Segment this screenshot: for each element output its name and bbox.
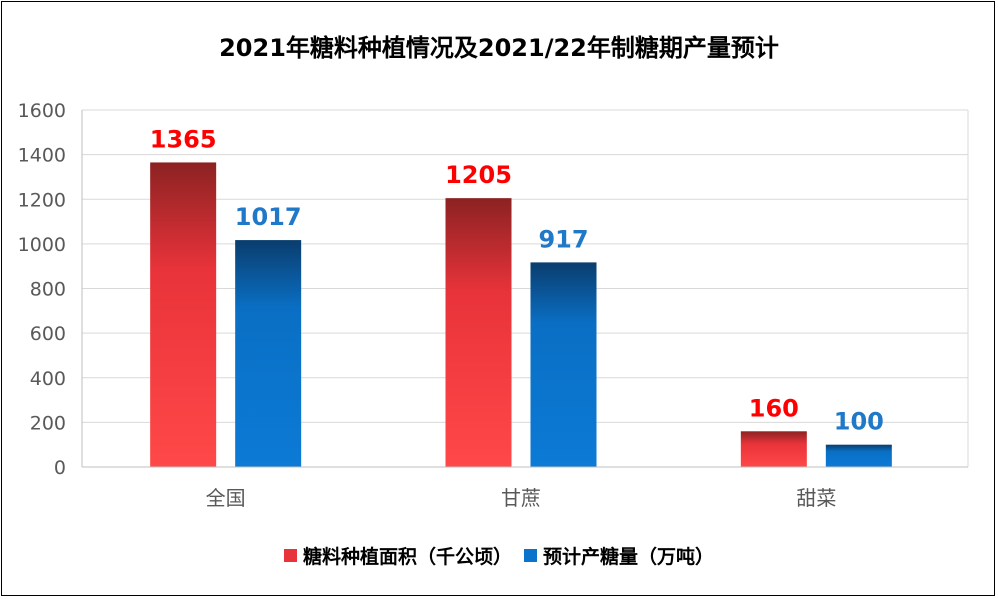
bar-sugar bbox=[825, 444, 892, 467]
bar-area bbox=[740, 431, 807, 467]
bar-sugar bbox=[530, 262, 597, 467]
y-tick-label: 0 bbox=[54, 457, 66, 479]
x-tick-label: 全国 bbox=[206, 486, 246, 510]
data-label-area: 1205 bbox=[445, 161, 512, 189]
legend-item-area: 糖料种植面积（千公顷） bbox=[283, 542, 512, 569]
y-tick-label: 800 bbox=[30, 279, 66, 301]
y-tick-label: 1000 bbox=[18, 234, 66, 256]
bar-area bbox=[150, 162, 217, 467]
data-label-area: 160 bbox=[749, 394, 799, 422]
legend-swatch-area bbox=[283, 549, 297, 562]
y-tick-label: 1600 bbox=[18, 100, 66, 122]
chart-title: 2021年糖料种植情况及2021/22年制糖期产量预计 bbox=[219, 34, 779, 62]
x-tick-label: 甘蔗 bbox=[501, 486, 541, 510]
legend: 糖料种植面积（千公顷） 预计产糖量（万吨） bbox=[0, 542, 998, 569]
x-tick-label: 甜菜 bbox=[796, 486, 836, 510]
bar-area bbox=[445, 198, 512, 467]
y-tick-label: 1400 bbox=[18, 145, 66, 167]
legend-label-sugar: 预计产糖量（万吨） bbox=[543, 546, 715, 568]
legend-swatch-sugar bbox=[524, 549, 537, 562]
legend-item-sugar: 预计产糖量（万吨） bbox=[524, 542, 714, 569]
y-tick-label: 600 bbox=[30, 323, 66, 345]
y-tick-label: 200 bbox=[30, 412, 66, 434]
data-label-sugar: 1017 bbox=[235, 203, 302, 231]
y-tick-label: 1200 bbox=[18, 189, 66, 211]
data-label-sugar: 100 bbox=[834, 408, 884, 436]
legend-label-area: 糖料种植面积（千公顷） bbox=[302, 546, 512, 568]
data-label-area: 1365 bbox=[150, 125, 217, 153]
y-tick-label: 400 bbox=[30, 368, 66, 390]
data-label-sugar: 917 bbox=[538, 225, 588, 253]
bar-sugar bbox=[235, 240, 302, 467]
